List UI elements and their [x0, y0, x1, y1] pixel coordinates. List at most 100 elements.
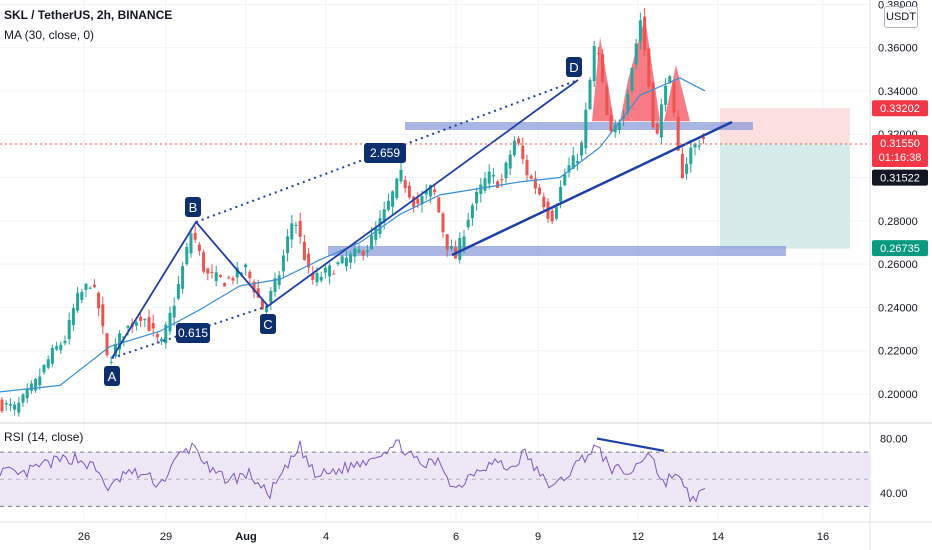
candle-up: [349, 253, 353, 263]
candle-up: [622, 116, 626, 119]
stop-price-tag[interactable]: 0.33202: [872, 100, 928, 117]
ma-line[interactable]: [0, 77, 706, 393]
candle-up: [172, 305, 176, 318]
head-shape[interactable]: [620, 17, 660, 122]
fib-ratio-low-label[interactable]: 0.615: [176, 323, 210, 343]
current-price-tag[interactable]: 0.31550 01:16:38: [872, 134, 928, 167]
candle-up: [185, 246, 189, 265]
candle-down: [676, 116, 680, 151]
candle-up: [42, 364, 46, 373]
candle-up: [134, 322, 138, 326]
candle-up: [630, 67, 634, 91]
support-zone[interactable]: [328, 246, 786, 256]
candle-up: [21, 394, 25, 403]
candle-up: [470, 205, 474, 219]
candle-up: [475, 191, 479, 204]
candle-down: [155, 334, 159, 338]
fib-ratio-low-label-text: 0.615: [178, 326, 208, 340]
candle-down: [307, 253, 311, 268]
candle-down: [605, 85, 609, 116]
candle-down: [651, 82, 655, 128]
wave-label-b-bg: [185, 197, 201, 217]
candle-up: [559, 186, 563, 202]
symbol-title[interactable]: SKL / TetherUS, 2h, BINANCE: [4, 8, 173, 22]
candle-up: [113, 344, 117, 357]
candle-down: [227, 277, 231, 279]
target-price-tag[interactable]: 0.26735: [872, 240, 928, 257]
short-position-target-zone[interactable]: [720, 143, 850, 249]
candle-up: [4, 403, 8, 405]
ma-indicator-label[interactable]: MA (30, close, 0): [4, 28, 95, 42]
candle-down: [538, 187, 542, 195]
wave-label-a[interactable]: A: [104, 366, 120, 386]
price-tick-label: 0.28000: [878, 216, 918, 228]
candle-up: [378, 218, 382, 234]
candle-down: [147, 317, 151, 332]
time-tick-label: Aug: [235, 531, 256, 543]
candle-up: [580, 142, 584, 156]
candle-up: [638, 20, 642, 42]
candle-up: [668, 76, 672, 84]
entry-price-tag[interactable]: 0.31522: [872, 169, 928, 186]
candle-up: [143, 319, 147, 321]
candle-up: [344, 257, 348, 267]
current-price-tag-bg: [872, 134, 928, 167]
candle-up: [88, 287, 92, 289]
candle-up: [80, 292, 84, 300]
candle-down: [521, 145, 525, 160]
currency-selector[interactable]: ▲ USDT: [884, 1, 918, 28]
candle-up: [55, 346, 59, 350]
abcd-wave-line[interactable]: [111, 79, 579, 359]
price-tick-label: 0.34000: [878, 86, 918, 98]
wave-label-d[interactable]: D: [566, 57, 582, 77]
candle-down: [496, 181, 500, 188]
candle-down: [193, 232, 197, 240]
candle-up: [428, 185, 432, 197]
fib-ratio-high-label-text: 2.659: [370, 146, 400, 160]
candle-up: [466, 219, 470, 228]
candle-up: [567, 165, 571, 173]
right-shoulder-shape[interactable]: [664, 64, 690, 122]
wave-label-c[interactable]: C: [260, 314, 276, 334]
candle-up: [109, 361, 113, 363]
candle-up: [357, 249, 361, 253]
candle-up: [273, 278, 277, 292]
candle-down: [139, 316, 143, 321]
fib-ratio-high-label[interactable]: 2.659: [364, 143, 406, 163]
time-tick-label: 16: [817, 531, 829, 543]
wave-label-d-bg: [566, 57, 582, 77]
candle-up: [181, 266, 185, 289]
candle-down: [643, 16, 647, 51]
resistance-zone[interactable]: [405, 122, 753, 130]
bd-dotted-line[interactable]: [195, 79, 579, 223]
candle-up: [118, 333, 122, 350]
candle-up: [391, 191, 395, 207]
candle-down: [500, 179, 504, 181]
candle-down: [0, 399, 4, 412]
candle-up: [126, 325, 130, 328]
candle-down: [416, 198, 420, 204]
candle-up: [504, 162, 508, 179]
candle-down: [202, 252, 206, 272]
rsi-indicator-label[interactable]: RSI (14, close): [4, 430, 84, 444]
candle-up: [84, 283, 88, 290]
rsi-line[interactable]: [0, 439, 706, 503]
candle-up: [50, 347, 54, 364]
candle-up: [664, 85, 668, 105]
candle-up: [319, 276, 323, 281]
candle-up: [38, 376, 42, 386]
candle-down: [655, 123, 659, 134]
candle-down: [433, 189, 437, 193]
candle-up: [59, 344, 63, 351]
wave-label-b[interactable]: B: [185, 197, 201, 217]
candle-up: [323, 267, 327, 273]
candle-up: [290, 223, 294, 240]
rsi-divergence-line[interactable]: [596, 437, 665, 452]
candle-down: [550, 210, 554, 222]
fib-ratio-low-label-bg: [176, 323, 210, 343]
candle-up: [235, 267, 239, 278]
fib-ratio-high-label-bg: [364, 143, 406, 163]
candle-up: [563, 174, 567, 186]
